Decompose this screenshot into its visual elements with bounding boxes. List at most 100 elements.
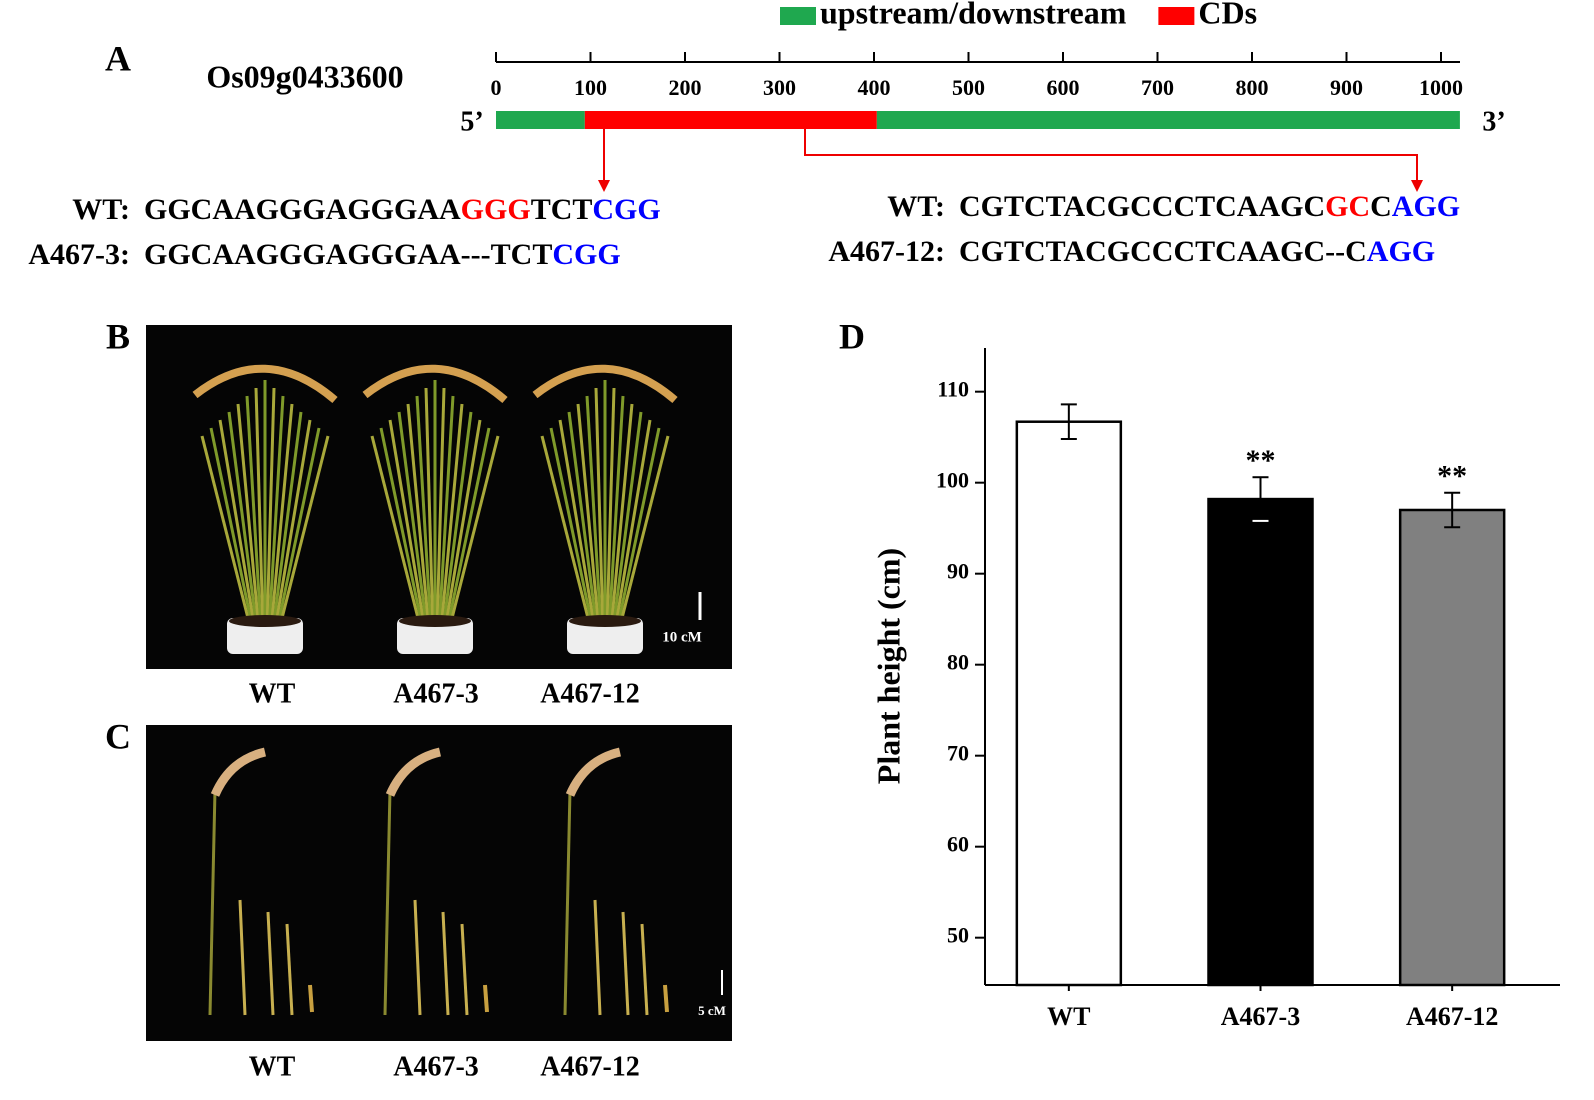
stem	[200, 435, 253, 631]
y-tick-label: 90	[947, 559, 969, 584]
internode	[441, 911, 450, 1016]
sequence-label: WT:	[72, 193, 130, 226]
stem	[613, 419, 652, 631]
sequence: CGTCTACGCCCTCAAGCGCCAGG	[959, 190, 1460, 223]
stem	[370, 435, 423, 631]
stem	[607, 395, 625, 631]
stem	[605, 387, 616, 631]
panicle	[565, 747, 622, 797]
stem	[576, 403, 601, 631]
stem	[437, 395, 455, 631]
panel-label: C	[105, 716, 131, 756]
sequence: GGCAAGGGAGGGAAGGGTCTCGG	[144, 193, 661, 226]
y-tick-label: 80	[947, 650, 969, 675]
stem	[540, 435, 593, 631]
soil	[569, 615, 641, 627]
stem	[406, 403, 431, 631]
photo-label: WT	[249, 1051, 296, 1082]
stem	[267, 395, 285, 631]
sequence-part: CGTCTACGCCCTCAAGC	[959, 190, 1325, 223]
y-tick-label: 60	[947, 832, 969, 857]
arrow-head	[598, 180, 610, 192]
tick-label: 800	[1236, 75, 1269, 100]
internode	[593, 899, 602, 1016]
stem	[277, 435, 330, 631]
stem	[273, 419, 312, 631]
photo-label: A467-12	[540, 678, 640, 709]
stem	[558, 419, 597, 631]
internode	[413, 899, 422, 1016]
pot	[227, 618, 303, 654]
panicle	[385, 747, 442, 797]
legend-label: CDs	[1198, 0, 1257, 30]
panicle	[362, 364, 508, 404]
stem	[567, 411, 599, 631]
bar	[1015, 420, 1123, 987]
sequence-part: CGG	[592, 193, 660, 226]
panicle	[532, 364, 678, 404]
panel-label: B	[106, 316, 130, 356]
arrow-head	[1411, 180, 1423, 192]
legend-label: upstream/downstream	[820, 0, 1127, 30]
panel-label: A	[105, 38, 131, 78]
internode	[483, 984, 489, 1013]
pot	[567, 618, 643, 654]
sequence: CGTCTACGCCCTCAAGC--CAGG	[959, 235, 1435, 268]
sequence-part: C	[1370, 190, 1392, 223]
sequence-label: A467-12:	[828, 235, 945, 268]
y-tick-label: 110	[937, 377, 969, 402]
internode	[640, 923, 649, 1016]
tick-label: 1000	[1419, 75, 1463, 100]
stem	[609, 403, 634, 631]
panicle	[210, 747, 267, 797]
stem	[447, 435, 500, 631]
tick-label: 100	[574, 75, 607, 100]
sequence-part: GGCAAGGGAGGGAA	[144, 193, 461, 226]
internode	[285, 923, 294, 1016]
tick-label: 0	[491, 75, 502, 100]
sequence-part: GGG	[461, 193, 531, 226]
sequence-part: TCT	[531, 193, 593, 226]
stem	[439, 403, 464, 631]
legend-swatch	[1158, 7, 1195, 25]
x-tick-label: A467-3	[1221, 1002, 1300, 1031]
internode	[266, 911, 275, 1016]
sequence-label: A467-3:	[28, 238, 130, 271]
internode	[238, 899, 247, 1016]
stem	[227, 411, 259, 631]
scale-label: 5 cM	[698, 1003, 726, 1018]
bar	[1207, 497, 1314, 987]
stem	[275, 427, 321, 631]
sequence-part: AGG	[1392, 190, 1460, 223]
gene-segment	[496, 111, 585, 129]
internode	[621, 911, 630, 1016]
stem	[415, 395, 433, 631]
sequence-label: WT:	[887, 190, 945, 223]
culm	[563, 789, 572, 1016]
stem	[435, 387, 446, 631]
stem	[254, 387, 265, 631]
y-tick-label: 100	[936, 468, 969, 493]
gene-segment	[876, 111, 1460, 129]
y-tick-label: 50	[947, 923, 969, 948]
panicle	[192, 364, 338, 404]
tick-label: 900	[1330, 75, 1363, 100]
site-arrow	[804, 129, 1418, 182]
stem	[236, 403, 261, 631]
five-prime: 5’	[460, 106, 483, 137]
sequence-part: CGTCTACGCCCTCAAGC--C	[959, 235, 1367, 268]
stem	[615, 427, 661, 631]
stem	[443, 419, 482, 631]
stem	[209, 427, 255, 631]
x-tick-label: A467-12	[1406, 1002, 1498, 1031]
tick-label: 600	[1047, 75, 1080, 100]
culm	[208, 789, 217, 1016]
three-prime: 3’	[1482, 106, 1505, 137]
pot	[397, 618, 473, 654]
significance: **	[1246, 444, 1276, 477]
panel-label: D	[839, 316, 865, 356]
gene-segment	[584, 111, 877, 129]
sequence-part: CGG	[552, 238, 620, 271]
legend-swatch	[780, 7, 816, 25]
soil	[399, 615, 471, 627]
